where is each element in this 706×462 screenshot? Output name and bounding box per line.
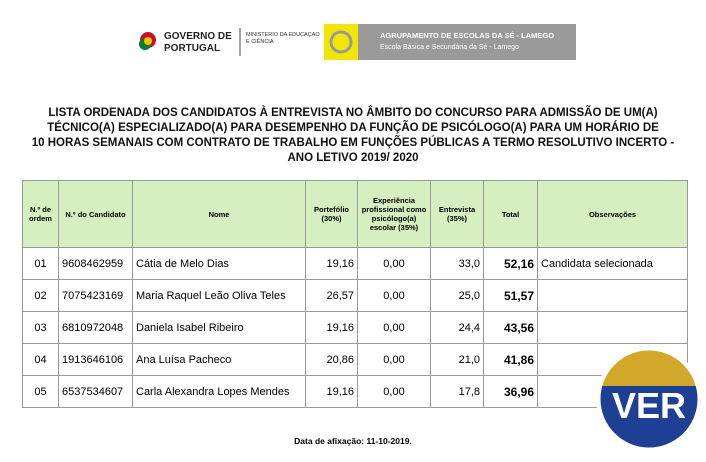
table-cell: 19,16 bbox=[305, 311, 358, 344]
column-header: N.º de ordem bbox=[22, 180, 59, 248]
table-cell: Maria Raquel Leão Oliva Teles bbox=[132, 279, 306, 312]
table-cell: 6810972048 bbox=[58, 311, 133, 344]
table-row: 01 9608462959 Cátia de Melo Dias 19,16 0,00 3… bbox=[22, 247, 688, 280]
table-cell: 03 bbox=[22, 311, 59, 344]
column-header: Experiência profissional como psicólogo(… bbox=[357, 180, 431, 248]
results-table: N.º de ordem N.º do Candidato Nome Portefól… bbox=[22, 180, 688, 408]
table-row: 02 7075423169 Maria Raquel Leão Oliva Tele… bbox=[22, 279, 688, 312]
table-cell: 36,96 bbox=[483, 375, 538, 408]
table-cell: Ana Luísa Pacheco bbox=[132, 343, 306, 376]
column-header: Observações bbox=[537, 180, 688, 248]
table-row: 03 6810972048 Daniela Isabel Ribeiro 19,16 0… bbox=[22, 311, 688, 344]
table-cell: 0,00 bbox=[357, 343, 431, 376]
title-line: 10 HORAS SEMANAIS COM CONTRATO DE TRABAL… bbox=[31, 137, 675, 149]
table-cell: 33,0 bbox=[430, 247, 484, 280]
table-cell: 51,57 bbox=[483, 279, 538, 312]
table-cell: 52,16 bbox=[483, 247, 538, 280]
table-cell: Cátia de Melo Dias bbox=[132, 247, 306, 280]
gov-line2: PORTUGAL bbox=[164, 43, 220, 54]
table-cell: 24,4 bbox=[430, 311, 484, 344]
table-cell: 17,8 bbox=[430, 375, 484, 408]
table-cell bbox=[537, 311, 688, 344]
table-cell: Carla Alexandra Lopes Mendes bbox=[132, 375, 306, 408]
footer-date: Data de afixação: 11-10-2019. bbox=[294, 436, 412, 446]
table-cell: 9608462959 bbox=[58, 247, 133, 280]
table-cell bbox=[537, 279, 688, 312]
table-cell: 0,00 bbox=[357, 279, 431, 312]
table-cell: 41,86 bbox=[483, 343, 538, 376]
school-line2: Escola Básica e Secundária da Sé - Lameg… bbox=[380, 44, 519, 51]
table-cell: 05 bbox=[22, 375, 59, 408]
badge-text[interactable]: VER bbox=[612, 385, 686, 426]
table-cell: 7075423169 bbox=[58, 279, 133, 312]
table-cell: 26,57 bbox=[305, 279, 358, 312]
table-cell: 02 bbox=[22, 279, 59, 312]
title: LISTA ORDENADA DOS CANDIDATOS À ENTREVIS… bbox=[20, 106, 686, 166]
table-cell: 19,16 bbox=[305, 247, 358, 280]
table-cell: Daniela Isabel Ribeiro bbox=[132, 311, 306, 344]
table-cell: 1913646106 bbox=[58, 343, 133, 376]
column-header: N.º do Candidato bbox=[58, 180, 133, 248]
table-cell: 01 bbox=[22, 247, 59, 280]
ver-badge[interactable]: VER bbox=[594, 344, 704, 454]
table-row: 05 6537534607 Carla Alexandra Lopes Mendes… bbox=[22, 375, 688, 408]
column-header: Nome bbox=[132, 180, 306, 248]
table-cell: 0,00 bbox=[357, 311, 431, 344]
title-line: TÉCNICO(A) ESPECIALIZADO(A) PARA DESEMPE… bbox=[47, 122, 659, 134]
table-cell: 20,86 bbox=[305, 343, 358, 376]
title-line: ANO LETIVO 2019/ 2020 bbox=[287, 152, 419, 164]
table-cell: 6537534607 bbox=[58, 375, 133, 408]
table-cell: 25,0 bbox=[430, 279, 484, 312]
table-cell: Candidata selecionada bbox=[537, 247, 688, 280]
ministry: MINISTÉRIO DA EDUCAÇÃO E CIÊNCIA bbox=[246, 32, 320, 45]
column-header: Portefólio (30%) bbox=[305, 180, 358, 248]
table-row: 04 1913646106 Ana Luísa Pacheco 20,86 0,00 21… bbox=[22, 343, 688, 376]
column-header: Entrevista (35%) bbox=[430, 180, 484, 248]
table-cell: 0,00 bbox=[357, 247, 431, 280]
school-line1: AGRUPAMENTO DE ESCOLAS DA SÉ - LAMEGO bbox=[380, 31, 554, 40]
table-cell: 19,16 bbox=[305, 375, 358, 408]
table-cell: 43,56 bbox=[483, 311, 538, 344]
table-cell: 0,00 bbox=[357, 375, 431, 408]
table-cell: 04 bbox=[22, 343, 59, 376]
title-line: LISTA ORDENADA DOS CANDIDATOS À ENTREVIS… bbox=[48, 107, 658, 119]
table-cell: 21,0 bbox=[430, 343, 484, 376]
column-header: Total bbox=[483, 180, 538, 248]
gov-line1: GOVERNO DE bbox=[164, 31, 232, 42]
header-logos: GOVERNO DE PORTUGAL MINISTÉRIO DA EDUCAÇ… bbox=[139, 24, 576, 60]
